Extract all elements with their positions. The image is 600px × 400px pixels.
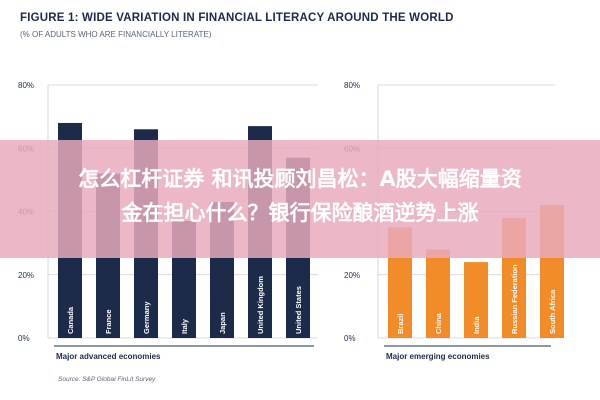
x-axis-group-label: Major advanced economies xyxy=(56,352,161,361)
y-tick-label: 0% xyxy=(344,334,356,343)
bar-category-label: Russian Federation xyxy=(510,264,519,334)
bar-category-label: France xyxy=(104,309,113,334)
bar-category-label: Brazil xyxy=(396,314,405,334)
headline-banner xyxy=(0,140,600,258)
headline-line-2: 金在担心什么？银行保险酿酒逆势上涨 xyxy=(121,201,479,225)
x-axis-group-label: Major emerging economies xyxy=(386,352,490,361)
y-tick-label: 20% xyxy=(18,271,34,280)
headline-line-1: 怎么杠杆证券 和讯投顾刘昌松：A股大幅缩量资 xyxy=(78,167,522,191)
headline-text[interactable]: 怎么杠杆证券 和讯投顾刘昌松：A股大幅缩量资 金在担心什么？银行保险酿酒逆势上涨 xyxy=(0,162,600,230)
bar xyxy=(464,262,488,338)
y-tick-label: 0% xyxy=(18,334,30,343)
source-note: Source: S&P Global FinLit Survey xyxy=(58,376,156,383)
bar-category-label: United Kingdom xyxy=(256,276,265,334)
y-tick-label: 20% xyxy=(344,271,360,280)
bar-category-label: China xyxy=(434,312,443,334)
y-tick-label: 80% xyxy=(18,81,34,90)
chart-subtitle: (% OF ADULTS WHO ARE FINANCIALLY LITERAT… xyxy=(20,30,212,39)
bar-category-label: Germany xyxy=(142,301,151,334)
bar-category-label: Italy xyxy=(180,318,189,334)
bar-category-label: South Africa xyxy=(548,289,557,334)
bar-category-label: United States xyxy=(294,286,303,334)
bar-category-label: India xyxy=(472,316,481,334)
bar xyxy=(426,249,450,338)
chart-title: FIGURE 1: WIDE VARIATION IN FINANCIAL LI… xyxy=(20,12,454,24)
bar-category-label: Japan xyxy=(218,312,227,334)
bar-category-label: Canada xyxy=(66,306,75,334)
y-tick-label: 80% xyxy=(344,81,360,90)
